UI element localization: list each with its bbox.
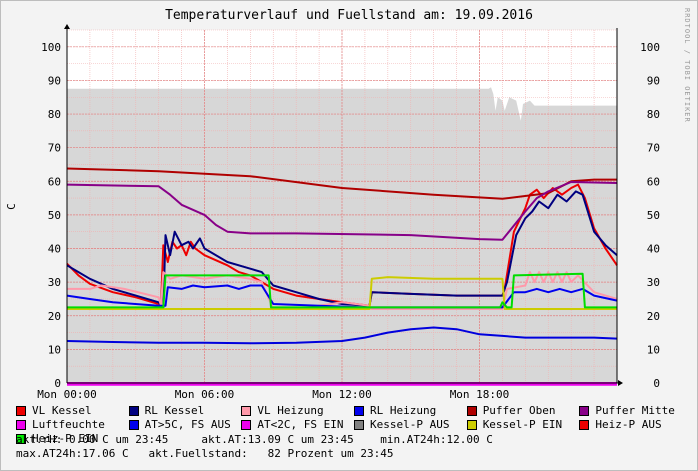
- grid-layer: [66, 29, 618, 384]
- legend-item: AT>5C, FS AUS: [128, 418, 238, 432]
- legend-item: Kessel-P EIN: [466, 418, 576, 432]
- y-tick-label: 0: [54, 377, 61, 390]
- y-tick-label: 80: [48, 108, 61, 121]
- legend-item: VL Heizung: [241, 404, 350, 418]
- y-tick-label-right: 40: [647, 243, 660, 256]
- y-tick-label: 70: [48, 142, 61, 155]
- y-tick-label-right: 80: [647, 108, 660, 121]
- y-tick-label-right: 60: [647, 175, 660, 188]
- legend-item: Luftfeuchte: [16, 418, 125, 432]
- y-tick-label: 40: [48, 243, 61, 256]
- status-line-2: max.AT24h:17.06 C akt.Fuellstand: 82 Pro…: [16, 447, 394, 460]
- y-tick-label-right: 10: [647, 343, 660, 356]
- y-tick-label-right: 90: [647, 74, 660, 87]
- y-tick-label-right: 30: [647, 276, 660, 289]
- rrdtool-watermark: RRDTOOL / TOBI OETIKER: [683, 8, 691, 123]
- legend-item: Heiz-P AUS: [579, 418, 688, 432]
- y-tick-label: 10: [48, 343, 61, 356]
- y-tick-label: 100: [41, 41, 61, 54]
- series-line-puffer-oben: [66, 167, 617, 200]
- legend-label: Puffer Oben: [482, 404, 556, 417]
- legend-row: Luftfeuchte AT>5C, FS AUS AT<2C, FS EIN Kes…: [16, 418, 692, 432]
- legend-swatch: [579, 406, 590, 416]
- legend-item: Puffer Mitte: [579, 404, 688, 418]
- legend-label: Heiz-P AUS: [595, 418, 662, 431]
- series-line-rl-heizung: [66, 284, 618, 309]
- series-line-vl-kessel: [66, 183, 618, 307]
- legend-swatch: [128, 406, 139, 416]
- legend-label: AT>5C, FS AUS: [144, 418, 231, 431]
- y-tick-label-right: 0: [653, 377, 660, 390]
- legend-label: VL Heizung: [257, 404, 324, 417]
- y-tick-label: 30: [48, 276, 61, 289]
- chart-title: Temperaturverlauf und Fuellstand am: 19.…: [165, 8, 533, 23]
- legend-label: Luftfeuchte: [32, 418, 105, 431]
- legend-row: VL Kessel RL Kessel VL Heizung RL Heizung Pu…: [16, 404, 692, 418]
- y-tick-label-right: 50: [647, 209, 660, 222]
- legend-swatch: [354, 420, 365, 430]
- legend-swatch: [466, 406, 477, 416]
- x-tick-label: Mon 06:00: [175, 388, 235, 401]
- legend-swatch: [241, 406, 252, 416]
- y-tick-label-right: 70: [647, 142, 660, 155]
- legend-label: VL Kessel: [32, 404, 92, 417]
- legend-label: Kessel-P EIN: [482, 418, 563, 431]
- y-tick-label-right: 100: [640, 41, 660, 54]
- legend-row: Heiz-P EIN: [16, 432, 692, 446]
- y-tick-label-right: 20: [647, 310, 660, 323]
- legend: VL Kessel RL Kessel VL Heizung RL Heizung Pu…: [16, 404, 692, 446]
- legend-label: RL Heizung: [370, 404, 437, 417]
- legend-swatch: [128, 420, 139, 430]
- legend-swatch: [579, 420, 590, 430]
- y-tick-label: 90: [48, 74, 61, 87]
- series-line-heiz-p-ein: [67, 272, 617, 309]
- legend-label: AT<2C, FS EIN: [257, 418, 344, 431]
- y-axis-arrow: [64, 24, 70, 29]
- legend-label: RL Kessel: [144, 404, 205, 417]
- series-line-at-5c-fs-aus: [66, 326, 618, 345]
- status-line-1: akt.rH: 0.00 C um 23:45 akt.AT:13.09 C u…: [16, 433, 493, 446]
- legend-swatch: [16, 420, 26, 430]
- legend-swatch: [16, 434, 26, 444]
- x-tick-label: Mon 00:00: [37, 388, 97, 401]
- legend-swatch: [241, 420, 252, 430]
- legend-item: VL Kessel: [16, 404, 125, 418]
- legend-label: Heiz-P EIN: [32, 432, 99, 445]
- legend-label: Puffer Mitte: [595, 404, 675, 417]
- legend-item: RL Kessel: [128, 404, 238, 418]
- legend-swatch: [16, 406, 26, 416]
- legend-item: RL Heizung: [354, 404, 463, 418]
- legend-item: Heiz-P EIN: [16, 432, 136, 446]
- legend-item: AT<2C, FS EIN: [241, 418, 350, 432]
- x-tick-label: Mon 12:00: [312, 388, 372, 401]
- axis-layer: 0 0 10 10 20 20 30 30 40 40 50 50 60 60 70 70 80 80 90 90 10…: [37, 24, 660, 401]
- y-tick-label: 50: [48, 209, 61, 222]
- y-tick-label: 60: [48, 175, 61, 188]
- series-line-vl-heizung: [67, 271, 618, 310]
- legend-label: Kessel-P AUS: [370, 418, 450, 431]
- x-axis-arrow: [618, 380, 623, 386]
- y-tick-label: 20: [48, 310, 61, 323]
- legend-swatch: [354, 406, 365, 416]
- x-tick-label: Mon 18:00: [450, 388, 510, 401]
- legend-item: Puffer Oben: [466, 404, 576, 418]
- legend-item: Kessel-P AUS: [354, 418, 463, 432]
- legend-swatch: [466, 420, 477, 430]
- series-line-kessel-p-ein: [67, 276, 617, 310]
- series-line-puffer-mitte: [66, 181, 618, 241]
